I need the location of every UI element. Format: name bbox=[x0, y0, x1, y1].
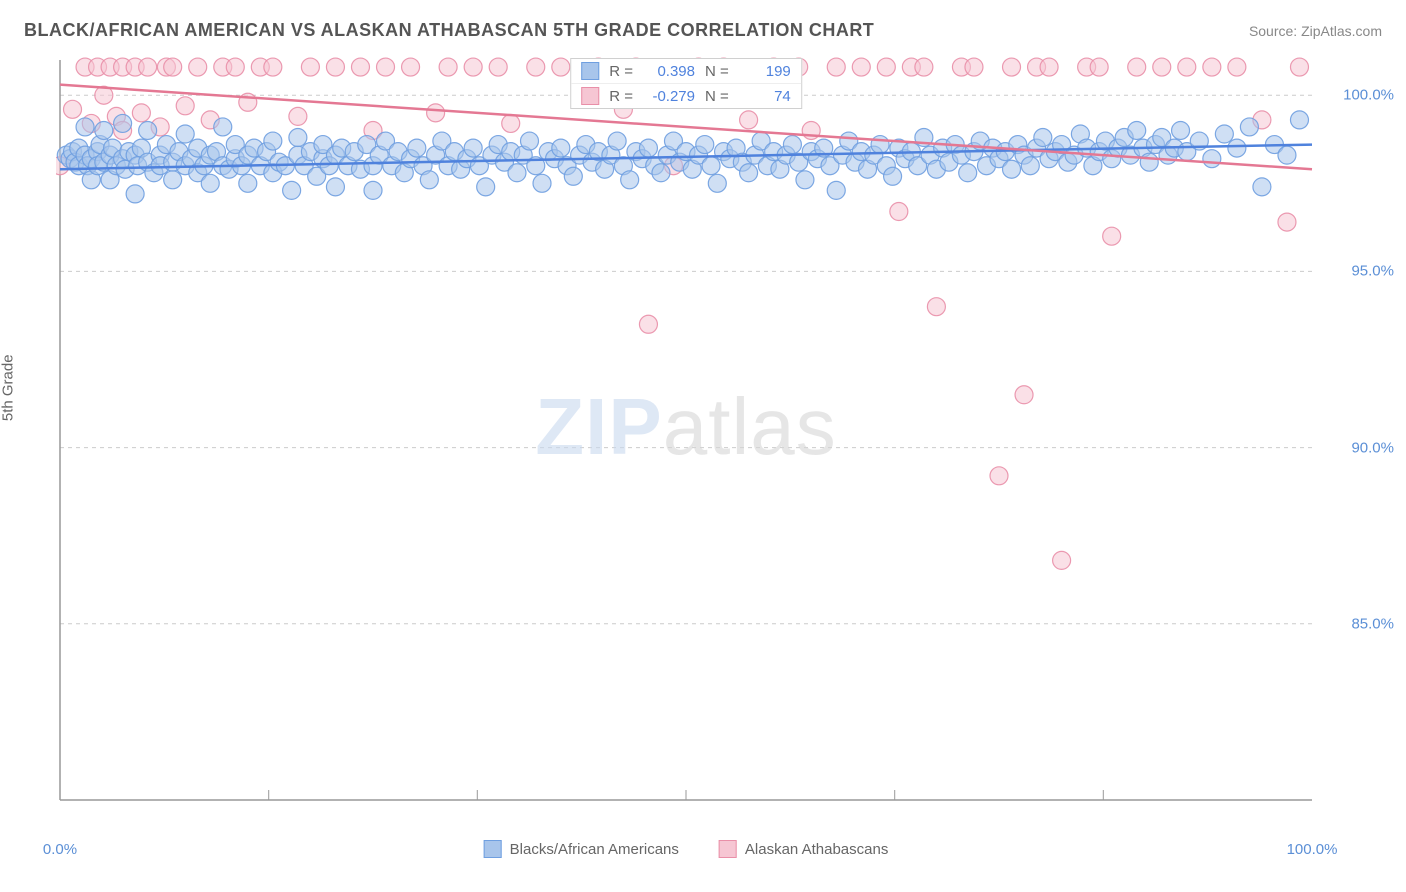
x-tick-label: 0.0% bbox=[43, 841, 77, 858]
legend-label: Alaskan Athabascans bbox=[745, 841, 888, 858]
chart-title: BLACK/AFRICAN AMERICAN VS ALASKAN ATHABA… bbox=[24, 20, 874, 41]
x-tick-label: 100.0% bbox=[1287, 841, 1338, 858]
swatch-icon bbox=[484, 840, 502, 858]
swatch-icon bbox=[581, 62, 599, 80]
stat-n-label: N = bbox=[705, 88, 729, 105]
y-tick-label: 85.0% bbox=[1351, 615, 1394, 632]
stat-n-label: N = bbox=[705, 63, 729, 80]
y-tick-label: 95.0% bbox=[1351, 263, 1394, 280]
stat-n-value: 199 bbox=[739, 63, 791, 80]
y-axis-label: 5th Grade bbox=[0, 354, 17, 421]
stats-legend-row: R = -0.279 N = 74 bbox=[571, 83, 801, 108]
stat-n-value: 74 bbox=[739, 88, 791, 105]
stats-legend-row: R = 0.398 N = 199 bbox=[571, 59, 801, 83]
legend-item: Alaskan Athabascans bbox=[719, 840, 888, 858]
stat-r-value: 0.398 bbox=[643, 63, 695, 80]
source-label: Source: ZipAtlas.com bbox=[1249, 23, 1382, 39]
swatch-icon bbox=[581, 87, 599, 105]
series-legend: Blacks/African Americans Alaskan Athabasc… bbox=[484, 840, 889, 858]
stat-r-label: R = bbox=[609, 63, 633, 80]
legend-item: Blacks/African Americans bbox=[484, 840, 679, 858]
plot-area: ZIPatlas R =0.398N =199R =-0.279N =74 85… bbox=[56, 55, 1316, 830]
legend-label: Blacks/African Americans bbox=[510, 841, 679, 858]
swatch-icon bbox=[719, 840, 737, 858]
stats-legend: R = 0.398 N = 199 R = -0.279 N = 74 bbox=[570, 58, 802, 109]
scatter-chart bbox=[56, 55, 1316, 830]
y-tick-label: 100.0% bbox=[1343, 87, 1394, 104]
stat-r-label: R = bbox=[609, 88, 633, 105]
stat-r-value: -0.279 bbox=[643, 88, 695, 105]
y-tick-label: 90.0% bbox=[1351, 439, 1394, 456]
